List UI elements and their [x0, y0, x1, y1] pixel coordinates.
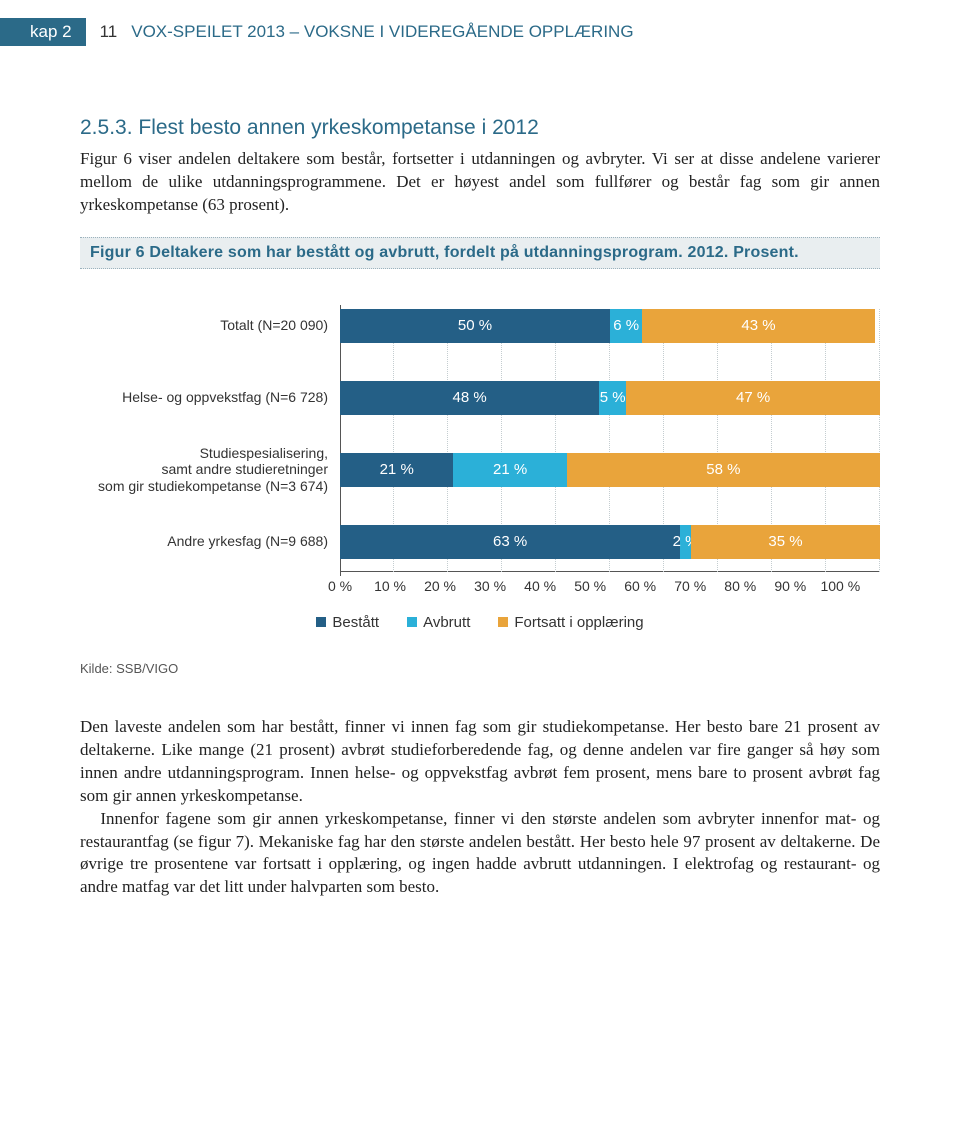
chapter-tag: kap 2 [0, 18, 86, 46]
chart-bar-segment: 50 % [340, 309, 610, 343]
chart-bar-segment: 5 % [599, 381, 626, 415]
chart-bar-row: Andre yrkesfag (N=9 688)63 %2 %35 % [340, 525, 880, 559]
chart-legend-item: Avbrutt [407, 614, 470, 631]
figure-6-chart: Totalt (N=20 090)50 %6 %43 %Helse- og op… [80, 309, 880, 631]
chart-bar-row: Totalt (N=20 090)50 %6 %43 % [340, 309, 880, 343]
page-header: kap 2 11 VOX-SPEILET 2013 – VOKSNE I VID… [0, 0, 960, 46]
chart-x-tick-label: 50 % [565, 578, 615, 594]
chart-x-tick-label: 80 % [715, 578, 765, 594]
chart-bar-segment: 47 % [626, 381, 880, 415]
chart-x-tick-label: 10 % [365, 578, 415, 594]
chart-bar-segment: 43 % [642, 309, 874, 343]
chart-x-tick-label: 90 % [765, 578, 815, 594]
chart-bar-segment: 48 % [340, 381, 599, 415]
chart-bar-segment: 63 % [340, 525, 680, 559]
chart-x-tick-label: 60 % [615, 578, 665, 594]
body-paragraph: Den laveste andelen som har bestått, fin… [80, 716, 880, 808]
chart-bar-segment: 58 % [567, 453, 880, 487]
legend-swatch-icon [407, 617, 417, 627]
chart-legend: Bestått Avbrutt Fortsatt i opplæring [80, 614, 880, 631]
chart-row-label: Helse- og oppvekstfag (N=6 728) [80, 389, 340, 406]
chart-legend-item: Bestått [316, 614, 379, 631]
chart-x-tick-label: 100 % [820, 578, 860, 594]
running-title: VOX-SPEILET 2013 – VOKSNE I VIDEREGÅENDE… [131, 22, 633, 42]
chart-bars: Totalt (N=20 090)50 %6 %43 % Helse- og op… [340, 309, 880, 559]
intro-paragraph: Figur 6 viser andelen deltakere som best… [80, 148, 880, 217]
page-number: 11 [100, 22, 118, 42]
chart-x-tick-label: 0 % [315, 578, 365, 594]
chart-bar-segment: 2 % [680, 525, 691, 559]
legend-label: Bestått [332, 614, 379, 631]
chart-x-tick-label: 20 % [415, 578, 465, 594]
legend-swatch-icon [316, 617, 326, 627]
chart-x-tick-label: 40 % [515, 578, 565, 594]
chart-bar-row: Studiespesialisering,samt andre studiere… [340, 453, 880, 487]
legend-swatch-icon [498, 617, 508, 627]
chart-x-axis-line [340, 571, 880, 572]
section-heading: 2.5.3. Flest besto annen yrkeskompetanse… [80, 116, 880, 140]
chart-bar-segment: 21 % [453, 453, 566, 487]
figure-source: Kilde: SSB/VIGO [80, 661, 880, 676]
chart-bar-segment: 21 % [340, 453, 453, 487]
chart-x-tick-label: 70 % [665, 578, 715, 594]
chart-bar-segment: 35 % [691, 525, 880, 559]
figure-caption: Figur 6 Deltakere som har bestått og avb… [80, 237, 880, 269]
chart-row-label: Totalt (N=20 090) [80, 317, 340, 334]
chart-x-tick-label: 30 % [465, 578, 515, 594]
chart-legend-item: Fortsatt i opplæring [498, 614, 643, 631]
chart-row-label: Andre yrkesfag (N=9 688) [80, 533, 340, 550]
page-content: 2.5.3. Flest besto annen yrkeskompetanse… [0, 46, 960, 899]
chart-bar-segment: 6 % [610, 309, 642, 343]
chart-row-label: Studiespesialisering,samt andre studiere… [80, 445, 340, 495]
legend-label: Fortsatt i opplæring [514, 614, 643, 631]
legend-label: Avbrutt [423, 614, 470, 631]
chart-bar-row: Helse- og oppvekstfag (N=6 728)48 %5 %47… [340, 381, 880, 415]
body-paragraph: Innenfor fagene som gir annen yrkeskompe… [80, 808, 880, 900]
chart-x-axis-labels: 0 %10 %20 %30 %40 %50 %60 %70 %80 %90 %1… [340, 578, 880, 594]
chart-plot-area: Totalt (N=20 090)50 %6 %43 % Helse- og op… [340, 309, 880, 572]
